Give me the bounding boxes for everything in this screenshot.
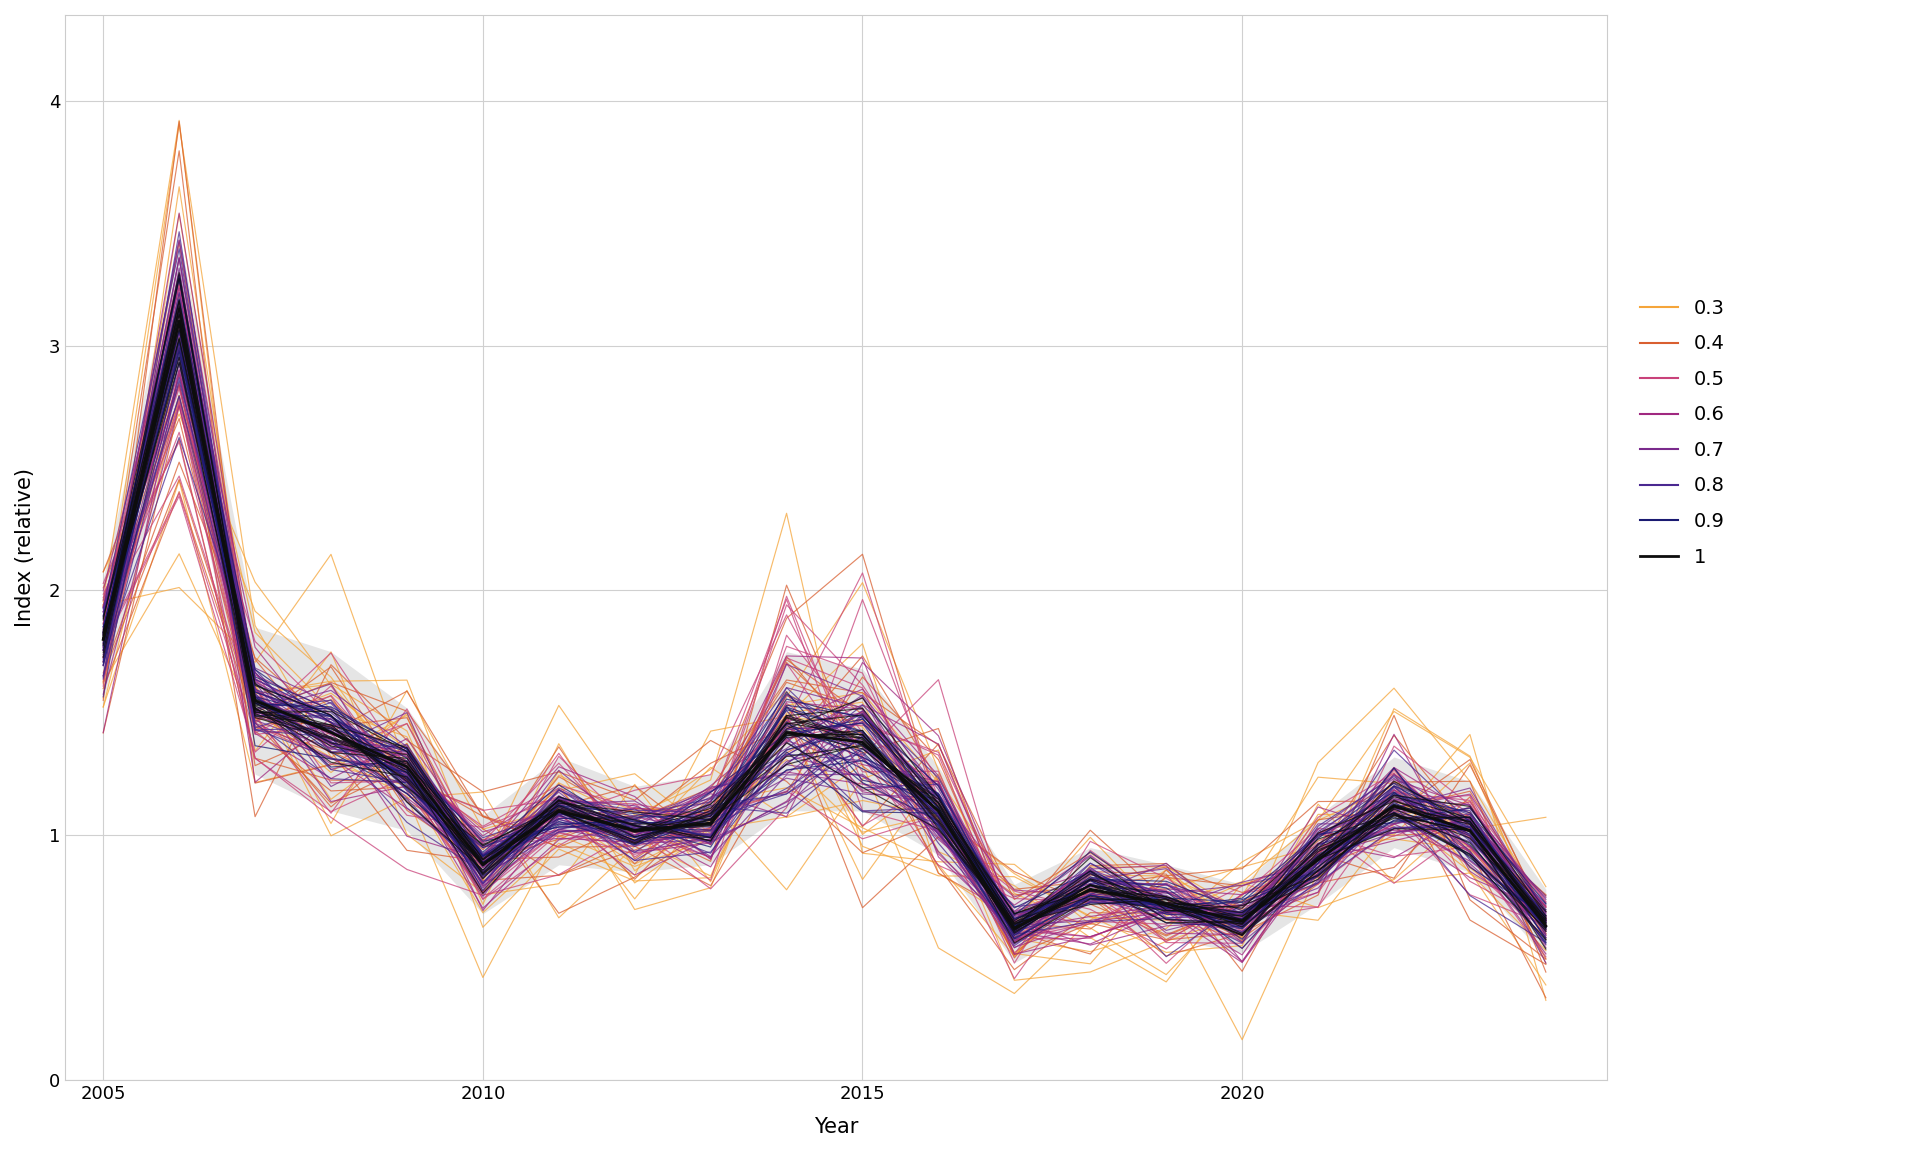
X-axis label: Year: Year [814,1117,858,1137]
Legend: 0.3, 0.4, 0.5, 0.6, 0.7, 0.8, 0.9, 1: 0.3, 0.4, 0.5, 0.6, 0.7, 0.8, 0.9, 1 [1632,291,1732,575]
Y-axis label: Index (relative): Index (relative) [15,468,35,627]
